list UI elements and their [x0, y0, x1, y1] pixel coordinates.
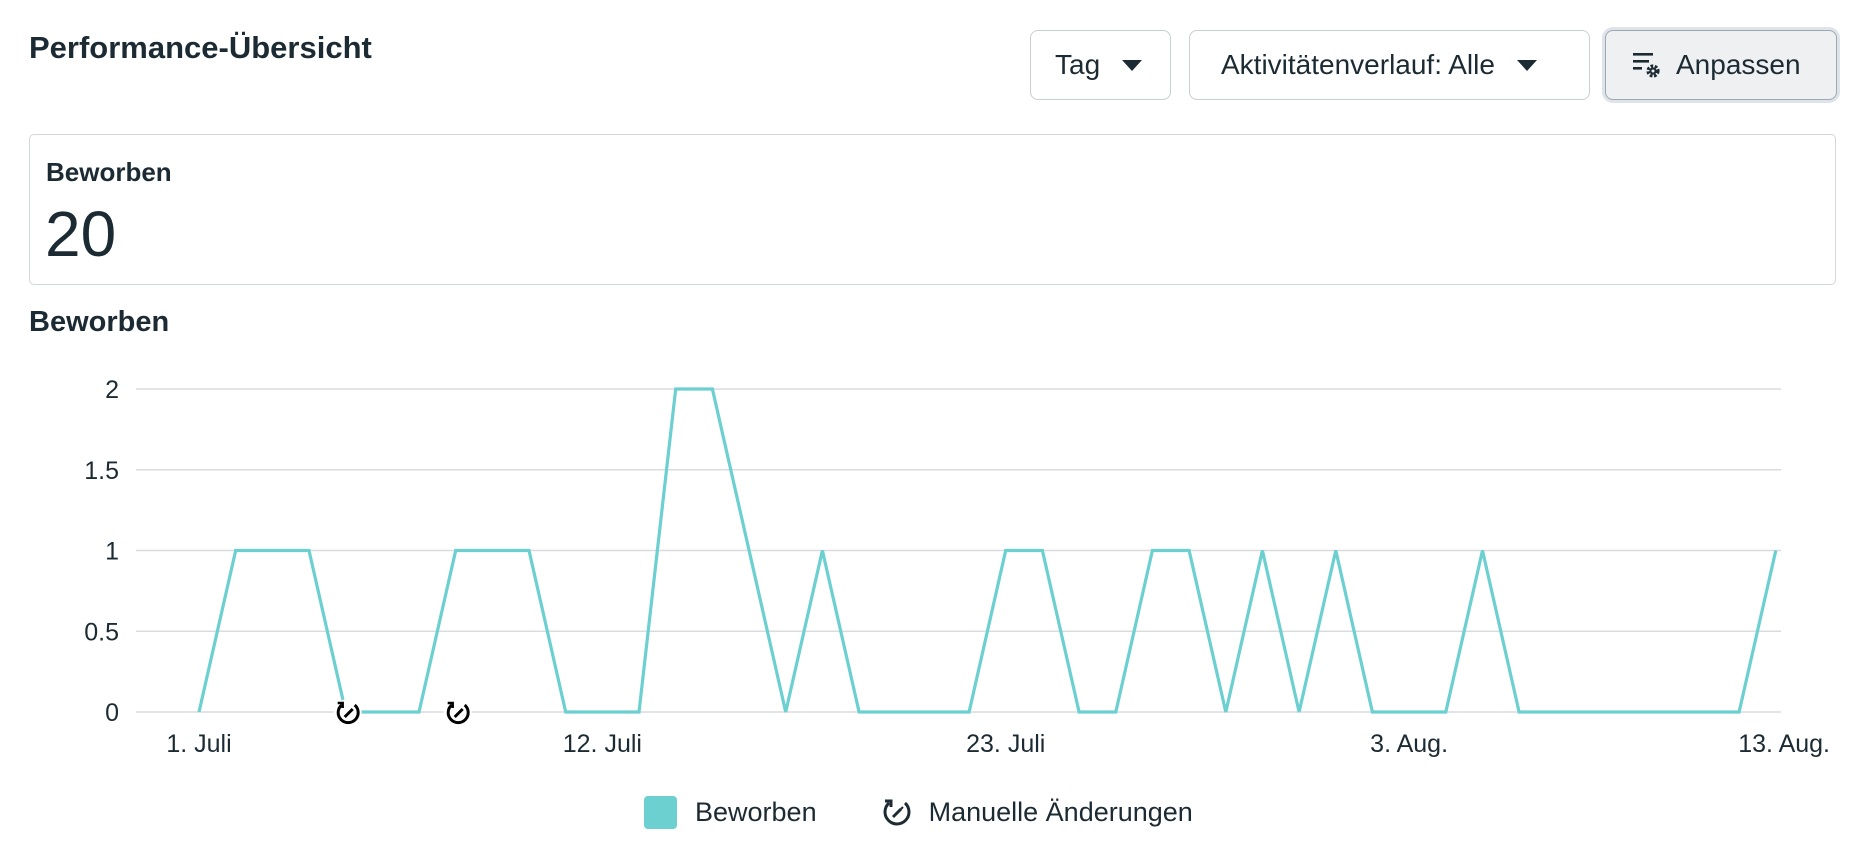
legend-changes-label: Manuelle Änderungen — [928, 797, 1193, 827]
data-point[interactable] — [1475, 544, 1489, 558]
data-point[interactable] — [889, 705, 903, 719]
data-point[interactable] — [1659, 705, 1673, 719]
data-point[interactable] — [742, 544, 756, 558]
data-point[interactable] — [265, 544, 279, 558]
y-tick-label: 0 — [105, 699, 119, 727]
period-dropdown[interactable]: Tag — [1030, 30, 1171, 100]
summary-label: Beworben — [46, 157, 172, 187]
data-point[interactable] — [1585, 705, 1599, 719]
x-tick-label: 12. Juli — [563, 730, 642, 758]
x-tick-label: 3. Aug. — [1370, 730, 1448, 758]
y-tick-label: 1 — [105, 538, 119, 566]
data-point[interactable] — [1145, 544, 1159, 558]
manual-change-marker[interactable] — [443, 699, 472, 727]
series-line-beworben — [197, 387, 1778, 714]
data-point[interactable] — [375, 705, 389, 719]
caret-down-icon — [1122, 59, 1143, 71]
data-point[interactable] — [1402, 705, 1416, 719]
summary-card: Beworben 20 — [29, 134, 1836, 285]
page-title: Performance-Übersicht — [29, 30, 372, 65]
manual-change-marker[interactable] — [333, 699, 362, 727]
data-point[interactable] — [559, 705, 573, 719]
legend-swatch — [644, 796, 677, 829]
data-point[interactable] — [1549, 705, 1563, 719]
data-point[interactable] — [1512, 705, 1526, 719]
data-point[interactable] — [485, 544, 499, 558]
legend-item-manual-changes[interactable]: Manuelle Änderungen — [881, 797, 1193, 829]
data-point[interactable] — [1109, 705, 1123, 719]
data-point[interactable] — [1329, 544, 1343, 558]
data-point[interactable] — [449, 544, 463, 558]
data-point[interactable] — [1695, 705, 1709, 719]
data-point[interactable] — [522, 544, 536, 558]
legend-item-series[interactable]: Beworben — [644, 796, 817, 829]
filter-settings-icon — [1633, 53, 1660, 78]
data-point[interactable] — [302, 544, 316, 558]
y-tick-label: 0.5 — [84, 618, 119, 646]
data-point[interactable] — [412, 705, 426, 719]
x-tick-label: 23. Juli — [966, 730, 1045, 758]
x-tick-label: 1. Juli — [166, 730, 231, 758]
data-point[interactable] — [1072, 705, 1086, 719]
y-tick-label: 2 — [105, 376, 119, 404]
data-point[interactable] — [632, 705, 646, 719]
data-point[interactable] — [1769, 544, 1783, 558]
chart-title: Beworben — [29, 306, 170, 338]
caret-down-icon — [1516, 59, 1537, 71]
activity-history-dropdown[interactable]: Aktivitätenverlauf: Alle — [1189, 30, 1590, 100]
manual-change-icon — [883, 799, 911, 825]
chart-legend: Beworben Manuelle Änderungen — [644, 796, 1193, 829]
data-point[interactable] — [1255, 544, 1269, 558]
data-point[interactable] — [779, 705, 793, 719]
data-point[interactable] — [1365, 705, 1379, 719]
data-point[interactable] — [1292, 705, 1306, 719]
data-point[interactable] — [1439, 705, 1453, 719]
data-point[interactable] — [192, 705, 206, 719]
summary-value: 20 — [45, 198, 117, 270]
data-point[interactable] — [669, 382, 683, 396]
data-point[interactable] — [815, 544, 829, 558]
data-point[interactable] — [1219, 705, 1233, 719]
y-tick-label: 1.5 — [84, 457, 119, 485]
data-point[interactable] — [1035, 544, 1049, 558]
data-point[interactable] — [852, 705, 866, 719]
data-point[interactable] — [229, 544, 243, 558]
customize-button-label: Anpassen — [1676, 49, 1801, 80]
period-dropdown-label: Tag — [1055, 49, 1101, 80]
x-tick-label: 13. Aug. — [1738, 730, 1830, 758]
data-point[interactable] — [962, 705, 976, 719]
data-point[interactable] — [1182, 544, 1196, 558]
data-point[interactable] — [925, 705, 939, 719]
legend-series-label: Beworben — [695, 797, 817, 827]
customize-button[interactable]: Anpassen — [1605, 30, 1837, 100]
activity-history-dropdown-label: Aktivitätenverlauf: Alle — [1221, 49, 1495, 80]
data-point[interactable] — [705, 382, 719, 396]
data-point[interactable] — [999, 544, 1013, 558]
data-point[interactable] — [1622, 705, 1636, 719]
data-point[interactable] — [595, 705, 609, 719]
data-point[interactable] — [1732, 705, 1746, 719]
